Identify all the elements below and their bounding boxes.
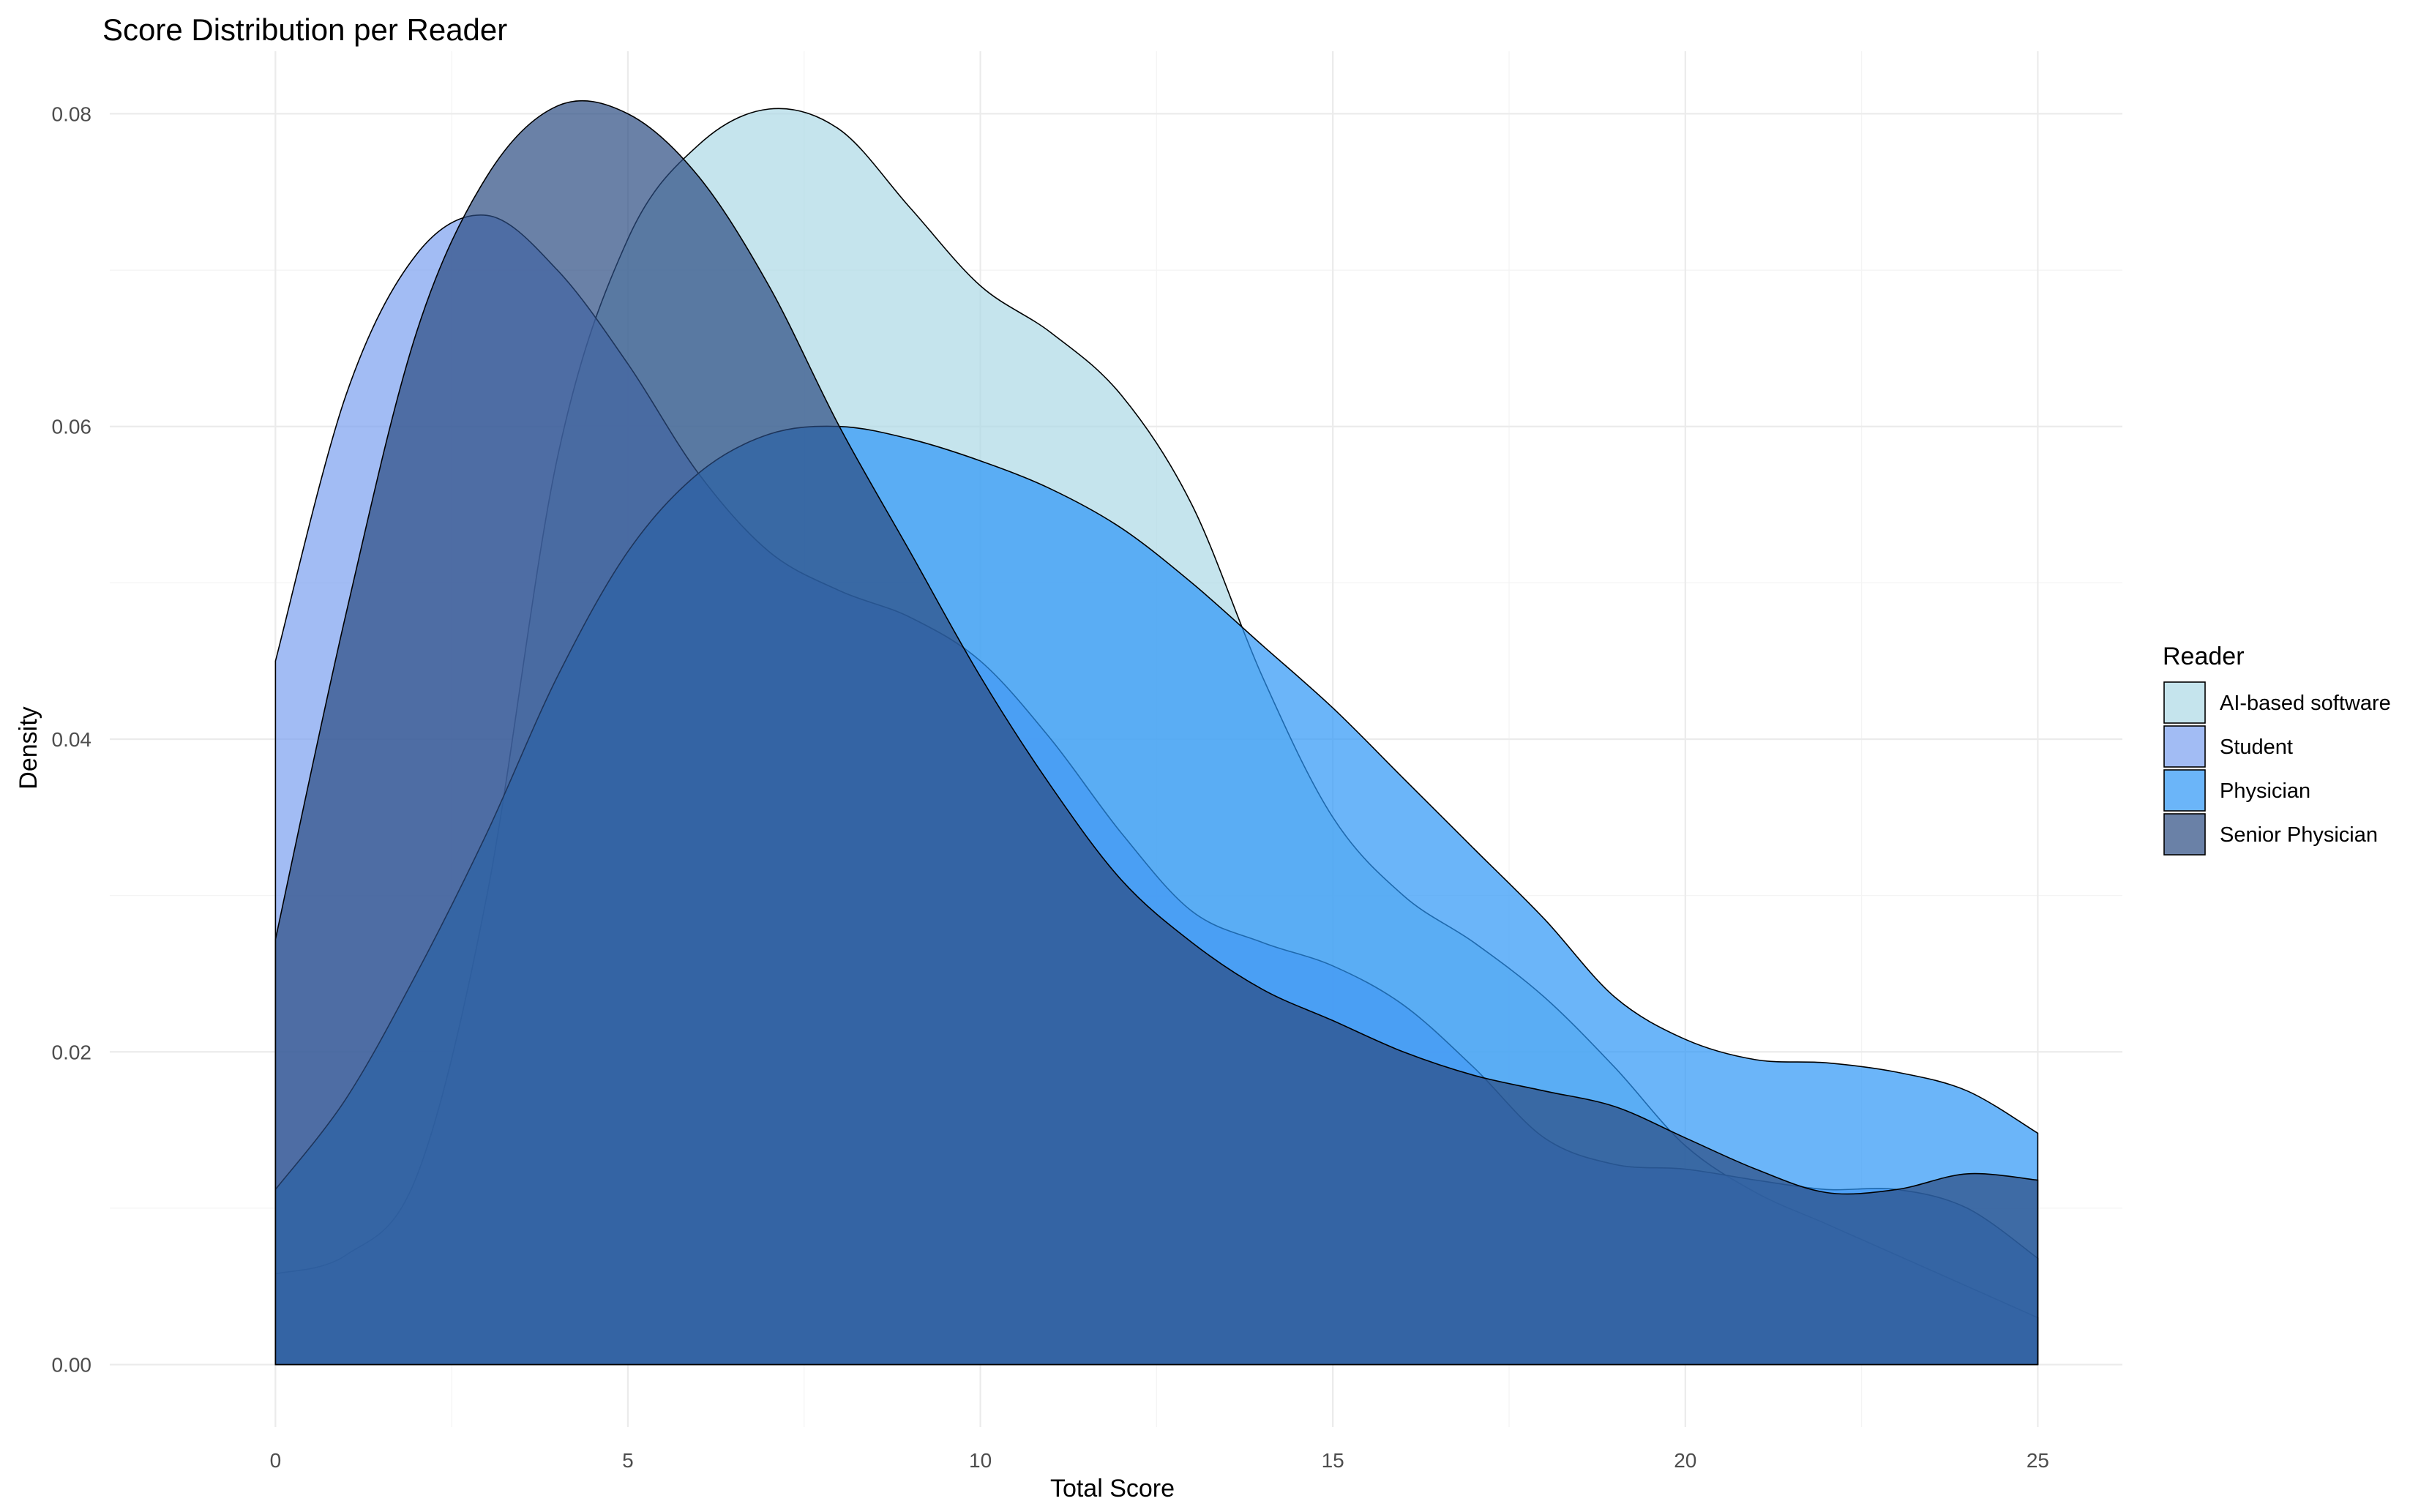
y-tick-label: 0.04 [52, 728, 92, 751]
legend-item-physician: Physician [2163, 769, 2310, 812]
legend-key [2163, 813, 2206, 856]
x-tick-label: 5 [622, 1449, 634, 1472]
y-tick-label: 0.08 [52, 102, 92, 125]
x-tick-label: 20 [1674, 1449, 1696, 1472]
y-axis-ticks: 0.00 0.02 0.04 0.06 0.08 [52, 102, 92, 1376]
legend-items: AI-based software Student Physician Senior … [2163, 681, 2391, 856]
y-tick-label: 0.06 [52, 416, 92, 438]
legend-label: Physician [2220, 779, 2310, 803]
x-tick-label: 25 [2027, 1449, 2049, 1472]
y-tick-label: 0.02 [52, 1041, 92, 1063]
x-tick-label: 15 [1322, 1449, 1344, 1472]
y-tick-label: 0.00 [52, 1354, 92, 1377]
legend-key [2163, 725, 2206, 768]
density-area-senior-physician [274, 100, 2039, 1366]
legend-key [2163, 769, 2206, 812]
x-axis-title: Total Score [1050, 1475, 1175, 1502]
legend-item-ai-based-software: AI-based software [2163, 681, 2391, 724]
x-tick-label: 10 [969, 1449, 992, 1472]
legend-item-student: Student [2163, 725, 2293, 768]
legend-title: Reader [2163, 643, 2245, 670]
y-axis-title: Density [15, 706, 42, 789]
legend-label: AI-based software [2220, 692, 2391, 715]
x-axis-ticks: 0 5 10 15 20 25 [270, 1449, 2049, 1472]
legend-label: Senior Physician [2220, 823, 2378, 847]
legend-label: Student [2220, 736, 2293, 759]
x-tick-label: 0 [270, 1449, 282, 1472]
density-areas [274, 100, 2039, 1366]
legend: Reader AI-based software Student Physician… [2163, 643, 2391, 856]
chart-title: Score Distribution per Reader [102, 12, 507, 47]
legend-key [2163, 681, 2206, 724]
legend-item-senior-physician: Senior Physician [2163, 813, 2378, 856]
